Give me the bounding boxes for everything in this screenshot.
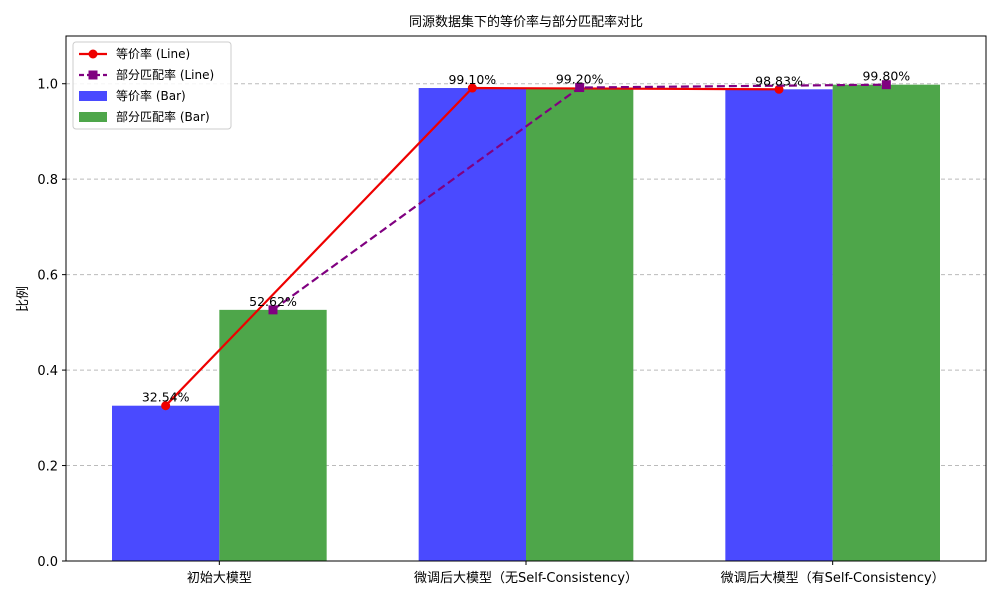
data-label: 99.80% — [862, 69, 910, 84]
line-point — [774, 84, 784, 94]
data-label: 98.83% — [755, 73, 803, 88]
legend-marker — [88, 70, 98, 80]
legend-label: 部分匹配率 (Line) — [116, 67, 214, 82]
bar — [725, 89, 833, 561]
bar — [418, 88, 526, 561]
legend-box — [72, 41, 232, 130]
bar — [219, 309, 327, 561]
legend-marker — [88, 49, 98, 59]
legend-label: 部分匹配率 (Bar) — [116, 109, 210, 124]
line-point — [881, 80, 891, 90]
legend-label: 等价率 (Line) — [116, 46, 190, 61]
line-point — [268, 305, 278, 315]
data-label: 52.62% — [249, 294, 297, 309]
legend-bar-swatch — [79, 112, 107, 122]
series-lines — [161, 80, 891, 411]
bar — [832, 84, 940, 561]
y-tick-label: 0.2 — [37, 460, 58, 475]
y-tick-label: 0.0 — [37, 555, 58, 570]
bar — [526, 87, 634, 561]
x-tick-label: 微调后大模型（有Self-Consistency） — [721, 571, 945, 586]
bars — [112, 84, 940, 561]
x-tick-label: 微调后大模型（无Self-Consistency） — [414, 571, 638, 586]
line-point — [467, 83, 477, 93]
legend: 等价率 (Line) 部分匹配率 (Line) 等价率 (Bar) 部分匹配率 (Ba… — [72, 41, 232, 130]
chart-title: 同源数据集下的等价率与部分匹配率对比 — [409, 14, 643, 30]
data-labels: 32.54% 99.10% 98.83% 52.62% 99.20% 99.80% — [142, 69, 910, 405]
legend-bar-swatch — [79, 91, 107, 101]
bar — [112, 405, 220, 561]
data-label: 99.20% — [556, 72, 604, 87]
y-tick-label: 1.0 — [37, 78, 58, 93]
y-tick-label: 0.8 — [37, 173, 58, 188]
line-point — [575, 83, 585, 93]
legend-label: 等价率 (Bar) — [116, 88, 186, 103]
y-axis-label: 比例 — [16, 286, 31, 312]
y-axis-ticks: 0.0 0.2 0.4 0.6 0.8 1.0 — [37, 78, 66, 570]
y-tick-label: 0.6 — [37, 269, 58, 284]
line-point — [161, 401, 171, 411]
x-tick-label: 初始大模型 — [187, 571, 252, 586]
y-tick-label: 0.4 — [37, 364, 58, 379]
data-label: 99.10% — [448, 72, 496, 87]
x-axis-ticks: 初始大模型 微调后大模型（无Self-Consistency） 微调后大模型（有Se… — [187, 561, 945, 586]
data-label: 32.54% — [142, 390, 190, 405]
